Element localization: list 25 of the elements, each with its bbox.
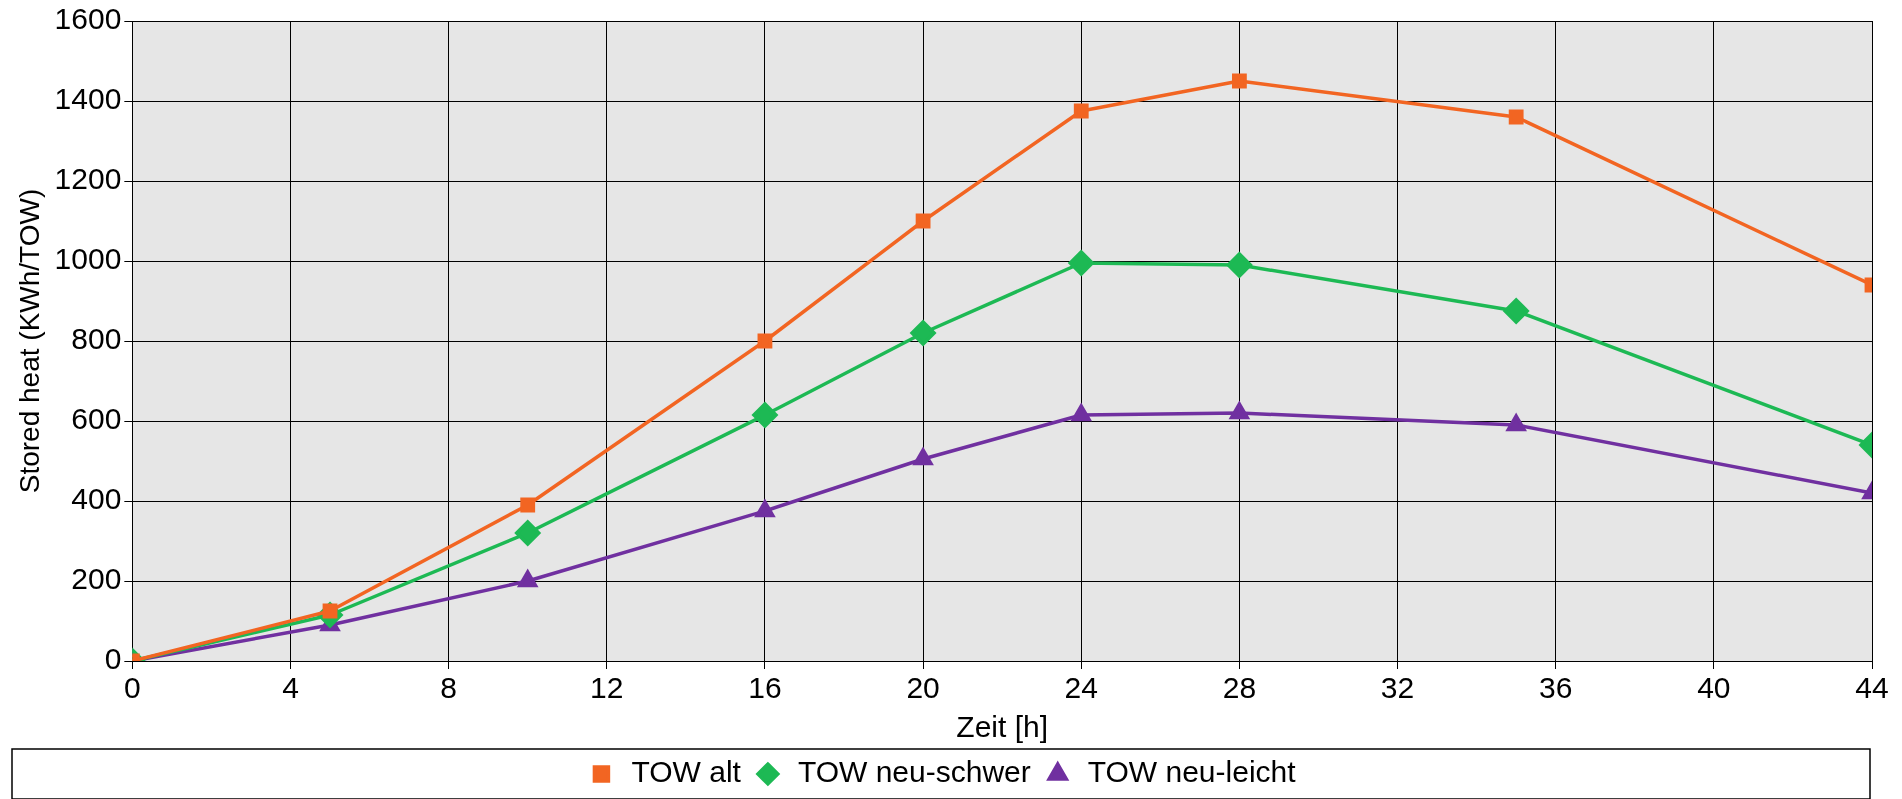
x-tick-label: 28 (1222, 671, 1257, 705)
legend-label: TOW alt (631, 755, 742, 789)
x-tick-label: 16 (748, 671, 782, 705)
legend-label: TOW neu-schwer (797, 755, 1031, 789)
y-tick-label: 1400 (54, 82, 122, 116)
y-tick-label: 400 (71, 482, 122, 516)
x-tick-label: 44 (1855, 671, 1889, 705)
x-tick-label: 32 (1380, 671, 1415, 705)
y-axis-title: Stored heat (KWh/TOW) (13, 188, 45, 494)
x-tick-label: 36 (1539, 671, 1573, 705)
y-tick-label: 800 (71, 322, 122, 356)
x-tick-label: 4 (282, 671, 299, 705)
x-axis-title: Zeit [h] (956, 710, 1049, 744)
x-tick-label: 24 (1064, 671, 1098, 705)
y-tick-label: 1200 (54, 162, 122, 196)
y-tick-label: 0 (104, 642, 122, 676)
x-tick-label: 20 (906, 671, 940, 705)
x-tick-label: 40 (1697, 671, 1731, 705)
y-tick-label: 1000 (54, 242, 122, 276)
x-tick-label: 8 (440, 671, 457, 705)
y-tick-label: 1600 (54, 2, 122, 36)
x-tick-label: 12 (590, 671, 624, 705)
y-tick-label: 600 (71, 402, 122, 436)
legend-label: TOW neu-leicht (1087, 755, 1297, 789)
y-tick-label: 200 (71, 562, 122, 596)
